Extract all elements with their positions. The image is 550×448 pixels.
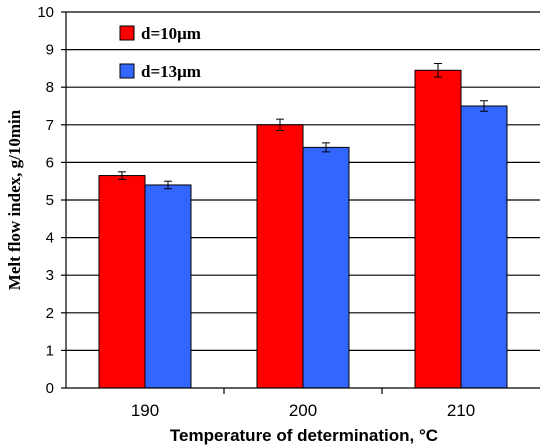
- y-tick-label-5: 5: [46, 192, 54, 209]
- x-tick-label-200: 200: [289, 401, 317, 420]
- y-tick-label-7: 7: [46, 117, 54, 134]
- y-tick-label-2: 2: [46, 305, 54, 322]
- error-bars: [118, 63, 488, 190]
- legend-swatch-d13: [119, 63, 135, 79]
- y-tick-label-10: 10: [37, 4, 54, 21]
- y-tick-label-6: 6: [46, 154, 54, 171]
- bar-190-series-0: [98, 175, 146, 389]
- legend-label-d13: d=13μm: [141, 62, 201, 81]
- x-tick-label-210: 210: [447, 401, 475, 420]
- bar-200-series-0: [256, 124, 304, 389]
- bar-190-series-1: [144, 184, 192, 389]
- y-axis-title: Melt flow index, g/10min: [5, 109, 24, 290]
- y-tick-label-4: 4: [46, 230, 54, 247]
- y-tick-label-0: 0: [46, 380, 54, 397]
- bar-210-series-1: [460, 105, 508, 389]
- x-axis-title: Temperature of determination, °C: [170, 426, 438, 445]
- y-tick-labels: 0 1 2 3 4 5 6 7 8 9 10: [37, 4, 66, 397]
- bar-210-series-0: [414, 69, 462, 389]
- legend-label-d10: d=10μm: [141, 24, 201, 43]
- y-tick-label-1: 1: [46, 342, 54, 359]
- y-tick-label-9: 9: [46, 42, 54, 59]
- bar-200-series-1: [302, 146, 350, 389]
- bars: [98, 69, 508, 389]
- y-tick-label-3: 3: [46, 267, 54, 284]
- x-tick-labels: 190 200 210: [131, 388, 475, 420]
- legend-swatch-d10: [119, 25, 135, 41]
- y-tick-label-8: 8: [46, 79, 54, 96]
- x-tick-label-190: 190: [131, 401, 159, 420]
- legend: d=10μm d=13μm: [119, 24, 201, 81]
